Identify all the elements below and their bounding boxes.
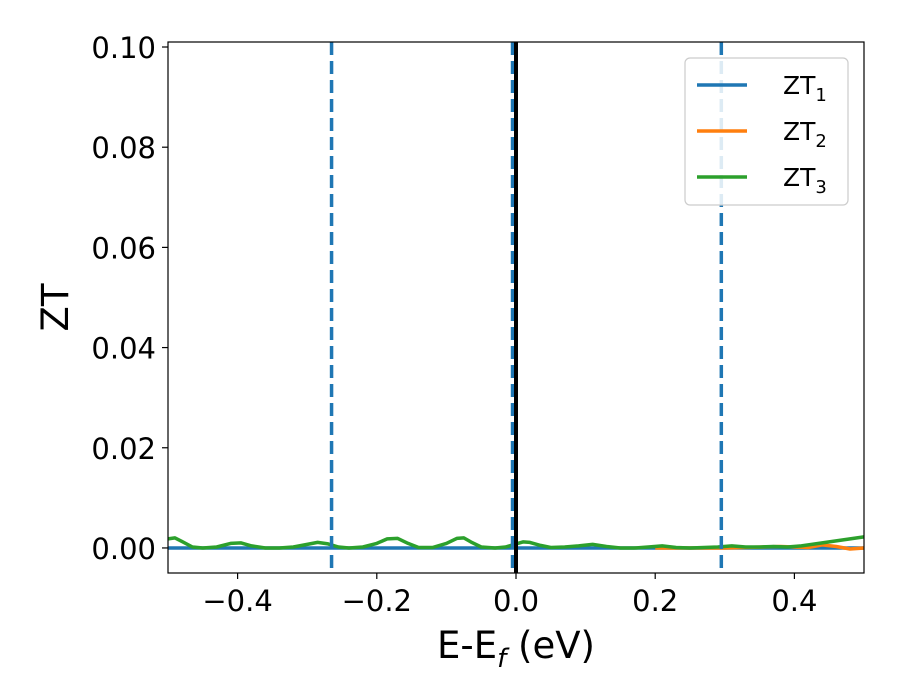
y-tick-label: 0.00 (91, 532, 156, 566)
y-tick-label: 0.10 (91, 31, 156, 65)
legend-label-zt3: ZT3 (783, 163, 827, 198)
y-tick-label: 0.08 (91, 131, 156, 165)
legend-box (684, 57, 849, 206)
y-tick-label: 0.06 (91, 231, 156, 265)
x-axis-label-unit: (eV) (506, 624, 595, 667)
y-tick-label: 0.04 (91, 332, 156, 366)
vertical-lines (329, 42, 724, 573)
x-axis-label: E-Ef (eV) (437, 624, 595, 674)
x-tick-label: 0.4 (771, 584, 817, 618)
x-axis: −0.4 −0.2 0.0 0.2 0.4 (202, 573, 817, 618)
series-line-zt3 (167, 535, 865, 550)
x-tick-label: −0.2 (342, 584, 412, 618)
y-axis: 0.00 0.02 0.04 0.06 0.08 0.10 (91, 31, 168, 566)
legend-label-zt1: ZT1 (783, 71, 827, 106)
x-tick-label: 0.0 (493, 584, 539, 618)
x-axis-label-main: E-E (437, 624, 497, 667)
y-axis-label: ZT (34, 283, 77, 331)
x-tick-label: −0.4 (202, 584, 272, 618)
y-tick-label: 0.02 (91, 432, 156, 466)
legend: ZT1 ZT2 ZT3 (684, 57, 849, 206)
legend-label-zt2: ZT2 (783, 117, 827, 152)
x-tick-label: 0.2 (632, 584, 678, 618)
